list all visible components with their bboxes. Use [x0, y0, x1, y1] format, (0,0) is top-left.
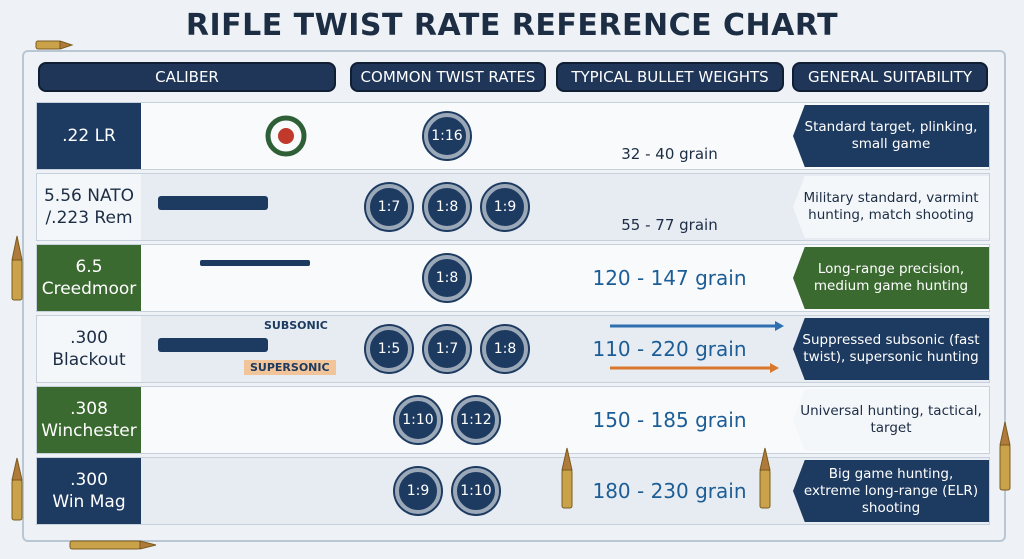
twist-rate: 1:16 — [424, 113, 470, 159]
twist-rates: 1:7 1:8 1:9 — [347, 174, 547, 240]
caliber: .22 LR — [37, 103, 141, 169]
suitability: Military standard, varmint hunting, matc… — [793, 176, 989, 238]
table-row: .308 Winchester 1:10 1:12 150 - 185 grain Un… — [36, 386, 990, 454]
table-row: .300 Blackout 1:5 1:7 1:8 110 - 220 grain Sup… — [36, 315, 990, 383]
table-row: .300 Win Mag 1:9 1:10 180 - 230 grain Big ga… — [36, 457, 990, 525]
caliber: .300 Blackout — [37, 316, 141, 382]
bullet-weights: 150 - 185 grain — [592, 408, 747, 432]
twist-rates: 1:9 1:10 — [347, 458, 547, 524]
twist-rates: 1:5 1:7 1:8 — [347, 316, 547, 382]
twist-rate: 1:5 — [366, 326, 412, 372]
caliber: 6.5 Creedmoor — [37, 245, 141, 311]
bullet-weights: 120 - 147 grain — [592, 266, 747, 290]
twist-rate: 1:8 — [482, 326, 528, 372]
caliber: 5.56 NATO /.223 Rem — [37, 174, 141, 240]
twist-rate: 1:12 — [453, 397, 499, 443]
title: RIFLE TWIST RATE REFERENCE CHART — [185, 8, 839, 43]
bullet-weights: 32 - 40 grain — [621, 145, 718, 163]
bullet-weights: 180 - 230 grain — [592, 479, 747, 503]
bullet-weights: 110 - 220 grain — [592, 337, 747, 361]
twist-rates: 1:10 1:12 — [347, 387, 547, 453]
twist-rate: 1:8 — [424, 255, 470, 301]
suitability: Suppressed subsonic (fast twist), supers… — [793, 318, 989, 380]
annotation: SUPERSONIC — [244, 360, 336, 375]
bullet-weights: 55 - 77 grain — [621, 216, 718, 234]
twist-rate: 1:10 — [453, 468, 499, 514]
suitability: Universal hunting, tactical, target — [793, 389, 989, 451]
column-header: CALIBER — [38, 62, 336, 92]
suitability: Big game hunting, extreme long-range (EL… — [793, 460, 989, 522]
twist-rates: 1:8 — [347, 245, 547, 311]
column-header: GENERAL SUITABILITY — [792, 62, 988, 92]
table-row: 5.56 NATO /.223 Rem 1:7 1:8 1:9 55 - 77 grai… — [36, 173, 990, 241]
table-row: .22 LR 1:16 32 - 40 grain Standard target, … — [36, 102, 990, 170]
column-header: COMMON TWIST RATES — [350, 62, 546, 92]
frame — [22, 50, 1006, 542]
suitability: Standard target, plinking, small game — [793, 105, 989, 167]
twist-rate: 1:9 — [395, 468, 441, 514]
annotation: SUBSONIC — [264, 319, 328, 332]
caliber: .300 Win Mag — [37, 458, 141, 524]
twist-rate: 1:10 — [395, 397, 441, 443]
twist-rates: 1:16 — [347, 103, 547, 169]
twist-rate: 1:8 — [424, 184, 470, 230]
twist-rate: 1:7 — [424, 326, 470, 372]
twist-rate: 1:7 — [366, 184, 412, 230]
suitability: Long-range precision, medium game huntin… — [793, 247, 989, 309]
table-row: 6.5 Creedmoor 1:8 120 - 147 grain Long-rang… — [36, 244, 990, 312]
caliber: .308 Winchester — [37, 387, 141, 453]
twist-rate: 1:9 — [482, 184, 528, 230]
column-header: TYPICAL BULLET WEIGHTS — [556, 62, 784, 92]
